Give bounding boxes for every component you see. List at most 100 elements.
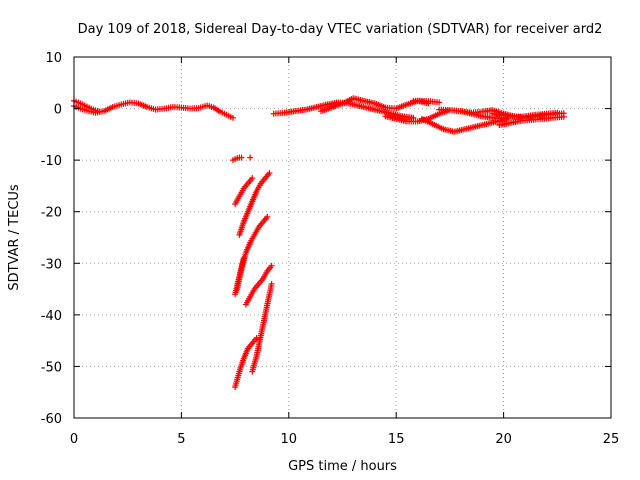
series-arc-f [418, 115, 511, 135]
interp-points [258, 313, 268, 337]
x-tick-label: 0 [70, 432, 78, 447]
interp-points [246, 341, 254, 350]
y-axis-label: SDTVAR / TECUs [7, 184, 22, 291]
interp-points [253, 334, 264, 358]
interp-points [427, 111, 441, 122]
interp-points [79, 101, 88, 109]
grid [74, 57, 611, 418]
interp-points [534, 110, 548, 118]
interp-points [241, 347, 251, 360]
interp-points [236, 256, 247, 278]
interp-points [243, 295, 253, 306]
interp-points [429, 98, 441, 106]
interp-points [248, 233, 257, 244]
series-arc-m [232, 175, 256, 207]
interp-points [197, 103, 209, 111]
interp-points [250, 189, 259, 203]
interp-points [259, 176, 267, 185]
interp-points [390, 111, 404, 119]
interp-points [480, 107, 495, 115]
interp-points [237, 357, 247, 373]
interp-points [102, 104, 114, 114]
interp-points [146, 104, 157, 112]
interp-points [263, 171, 272, 180]
interp-points [128, 99, 140, 107]
x-tick-label: 10 [281, 432, 298, 447]
interp-points [480, 113, 495, 121]
series-arc-l [247, 154, 254, 161]
interp-points [206, 103, 215, 110]
interp-points [248, 288, 257, 298]
interp-points [369, 106, 383, 114]
interp-points [261, 269, 270, 280]
y-tick-label: 0 [54, 103, 62, 118]
interp-points [406, 118, 419, 125]
interp-points [189, 105, 200, 112]
interp-points [246, 176, 254, 185]
series-arc-p [232, 255, 247, 298]
interp-points [283, 108, 297, 116]
interp-points [502, 112, 516, 120]
interp-points [315, 101, 329, 110]
interp-points [219, 109, 228, 117]
y-tick-label: -30 [41, 257, 62, 272]
y-tick-label: -10 [41, 154, 62, 169]
interp-points [304, 104, 318, 113]
x-tick-label: 15 [388, 432, 405, 447]
x-axis-label: GPS time / hours [288, 459, 397, 474]
interp-points [272, 109, 286, 117]
series-arc-s [249, 280, 275, 375]
chart-title: Day 109 of 2018, Sidereal Day-to-day VTE… [78, 22, 603, 37]
interp-points [261, 215, 269, 224]
axis-ticks [73, 56, 612, 419]
interp-points [552, 114, 565, 121]
interp-points [252, 226, 261, 236]
tick-labels: 0 5 10 15 20 25 10 0 -10 -20 -30 -40 -50 -60 [41, 51, 620, 447]
plot-frame [73, 56, 612, 419]
interp-points [241, 210, 251, 224]
series-arc-r [232, 335, 260, 391]
interp-points [358, 103, 372, 112]
interp-points [111, 102, 123, 110]
interp-points [452, 126, 467, 135]
y-tick-label: -20 [41, 206, 62, 221]
interp-points [373, 101, 387, 110]
series-arc-g [410, 97, 443, 106]
y-tick-label: -50 [41, 360, 62, 375]
y-tick-label: 10 [45, 51, 62, 66]
interp-points [491, 110, 505, 119]
interp-points [319, 105, 333, 114]
y-tick-label: -40 [41, 309, 62, 324]
interp-points [362, 98, 376, 106]
interp-points [262, 293, 273, 316]
interp-points [498, 120, 512, 128]
interp-points [232, 274, 242, 296]
x-tick-label: 25 [603, 432, 620, 447]
series-arc-k [229, 154, 245, 164]
interp-points [233, 195, 242, 206]
interp-points [474, 121, 488, 130]
interp-points [431, 121, 445, 132]
series-arc-d [318, 95, 432, 115]
interp-points [352, 95, 366, 104]
interp-points [232, 370, 242, 389]
x-tick-label: 5 [177, 432, 185, 447]
interp-points [401, 113, 415, 121]
x-tick-label: 20 [495, 432, 512, 447]
interp-points [470, 108, 483, 116]
interp-points [225, 112, 234, 120]
interp-points [265, 264, 274, 273]
interp-points [294, 106, 308, 114]
interp-points [254, 182, 263, 193]
interp-points [420, 116, 434, 127]
series-arc-n [236, 170, 273, 238]
interp-points [442, 126, 456, 135]
interp-points [154, 105, 166, 113]
interp-points [449, 107, 462, 114]
interp-points [412, 97, 423, 104]
interp-points [237, 220, 247, 237]
interp-points [257, 277, 265, 286]
y-tick-label: -60 [41, 412, 62, 427]
interp-points [243, 241, 253, 255]
